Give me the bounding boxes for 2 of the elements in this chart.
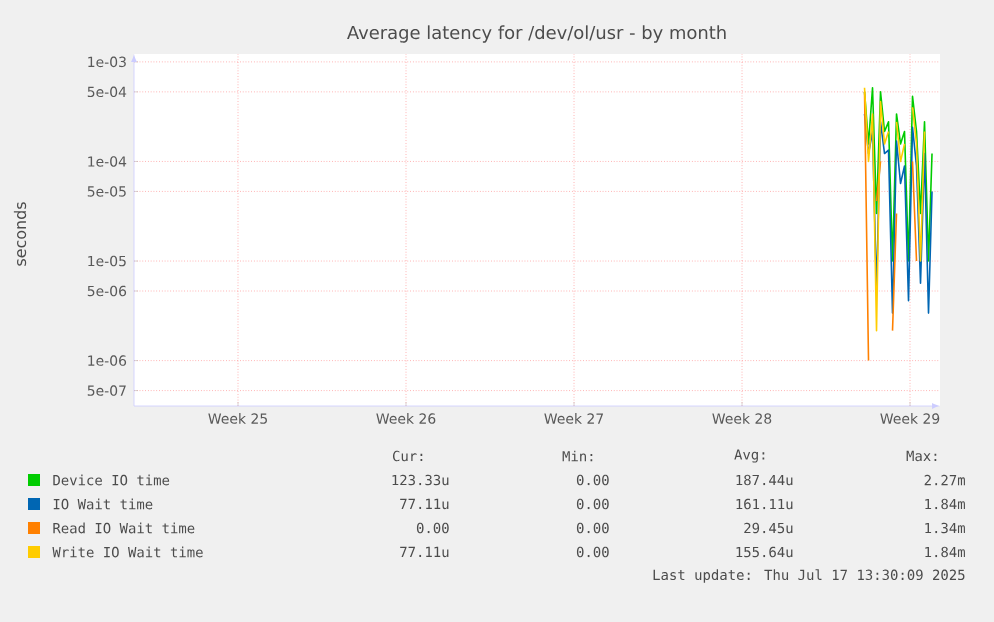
line-series <box>863 86 933 262</box>
chart-title: Average latency for /dev/ol/usr - by month <box>347 25 726 43</box>
